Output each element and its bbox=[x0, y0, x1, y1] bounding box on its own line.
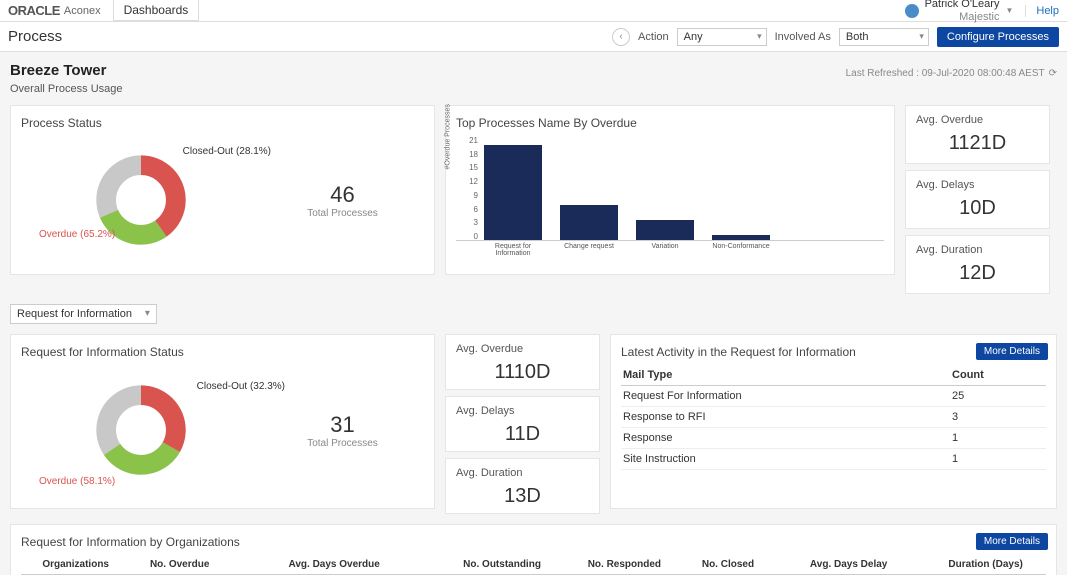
chevron-down-icon[interactable]: ▼ bbox=[1005, 6, 1013, 15]
panel-title: Process Status bbox=[21, 116, 424, 130]
col-duration: Duration (Days) bbox=[925, 555, 1046, 575]
bar-label: Change request bbox=[560, 243, 618, 257]
avg-value: 13D bbox=[456, 485, 589, 508]
last-refreshed: Last Refreshed : 09-Jul-2020 08:00:48 AE… bbox=[846, 68, 1057, 79]
avg-title: Avg. Delays bbox=[456, 405, 589, 417]
bar bbox=[636, 220, 694, 240]
cell-mail: Response to RFI bbox=[621, 407, 950, 428]
donut-overdue-label: Overdue (65.2%) bbox=[39, 229, 115, 240]
cell-count: 25 bbox=[950, 386, 1046, 407]
cell-count: 1 bbox=[950, 449, 1046, 470]
avg-delays-card: Avg. Delays 11D bbox=[445, 396, 600, 452]
filter-involved-label: Involved As bbox=[775, 31, 831, 43]
total-processes-value: 46 bbox=[261, 182, 424, 208]
avg-title: Avg. Overdue bbox=[456, 343, 589, 355]
bar bbox=[560, 205, 618, 240]
cell-count: 3 bbox=[950, 407, 1046, 428]
sub-header: Process ‹ Action Any Involved As Both Co… bbox=[0, 22, 1067, 52]
rfi-total-value: 31 bbox=[261, 412, 424, 438]
cell-count: 1 bbox=[950, 428, 1046, 449]
col-responded: No. Responded bbox=[565, 555, 684, 575]
filter-involved-select[interactable]: Both bbox=[839, 28, 929, 46]
panel-process-status: Process Status Closed-Out (28.1%) Overdu… bbox=[10, 105, 435, 275]
orgs-table: Organizations No. Overdue Avg. Days Over… bbox=[21, 555, 1046, 575]
refresh-icon[interactable]: ⟳ bbox=[1049, 68, 1057, 79]
avg-value: 12D bbox=[916, 262, 1039, 285]
bar-label: Request for Information bbox=[484, 243, 542, 257]
donut-closed-label: Closed-Out (32.3%) bbox=[197, 381, 285, 392]
more-details-button[interactable]: More Details bbox=[976, 533, 1048, 550]
content: Breeze Tower Last Refreshed : 09-Jul-202… bbox=[0, 52, 1067, 575]
page-title: Process bbox=[8, 28, 62, 45]
avg-title: Avg. Duration bbox=[456, 467, 589, 479]
panel-rfi-status: Request for Information Status Closed-Ou… bbox=[10, 334, 435, 509]
col-count: Count bbox=[950, 365, 1046, 386]
table-row: Site Instruction1 bbox=[621, 449, 1046, 470]
col-overdue: No. Overdue bbox=[130, 555, 229, 575]
bar bbox=[484, 145, 542, 240]
filter-action-select[interactable]: Any bbox=[677, 28, 767, 46]
filter-action-label: Action bbox=[638, 31, 669, 43]
activity-table: Mail Type Count Request For Information2… bbox=[621, 365, 1046, 470]
col-days-overdue: Avg. Days Overdue bbox=[229, 555, 439, 575]
panel-top-processes: Top Processes Name By Overdue #Overdue P… bbox=[445, 105, 895, 275]
project-name: Breeze Tower bbox=[10, 62, 106, 79]
avg-duration-card: Avg. Duration 12D bbox=[905, 235, 1050, 294]
process-type-select[interactable]: Request for Information bbox=[10, 304, 157, 324]
user-name: Patrick O'Leary bbox=[925, 0, 1000, 11]
y-axis-label: #Overdue Processes bbox=[445, 104, 452, 169]
avg-title: Avg. Duration bbox=[916, 244, 1039, 256]
avg-delays-card: Avg. Delays 10D bbox=[905, 170, 1050, 229]
panel-activity: Latest Activity in the Request for Infor… bbox=[610, 334, 1057, 509]
avatar[interactable] bbox=[905, 4, 919, 18]
col-org: Organizations bbox=[21, 555, 130, 575]
avg-value: 10D bbox=[916, 197, 1039, 220]
col-days-delay: Avg. Days Delay bbox=[772, 555, 925, 575]
panel-orgs: Request for Information by Organizations… bbox=[10, 524, 1057, 575]
panel-title: Request for Information Status bbox=[21, 345, 424, 359]
donut-overdue-label: Overdue (58.1%) bbox=[39, 476, 115, 487]
user-org: Majestic bbox=[959, 11, 999, 23]
avg-overdue-card: Avg. Overdue 1110D bbox=[445, 334, 600, 390]
app-header: ORACLE Aconex Dashboards Patrick O'Leary… bbox=[0, 0, 1067, 22]
panel-title: Request for Information by Organizations bbox=[21, 535, 1046, 549]
avg-title: Avg. Delays bbox=[916, 179, 1039, 191]
bar bbox=[712, 235, 770, 240]
bar-label: Non-Conformance bbox=[712, 243, 770, 257]
project-sub: Overall Process Usage bbox=[10, 83, 1057, 95]
cell-mail: Request For Information bbox=[621, 386, 950, 407]
col-mail: Mail Type bbox=[621, 365, 950, 386]
col-outstanding: No. Outstanding bbox=[439, 555, 565, 575]
donut-chart bbox=[95, 384, 187, 476]
donut-closed-label: Closed-Out (28.1%) bbox=[183, 146, 271, 157]
col-closed: No. Closed bbox=[684, 555, 772, 575]
avg-overdue-card: Avg. Overdue 1121D bbox=[905, 105, 1050, 164]
user-block[interactable]: Patrick O'Leary Majestic bbox=[925, 0, 1000, 23]
avg-value: 1110D bbox=[456, 361, 589, 384]
brand-logo: ORACLE bbox=[8, 3, 60, 18]
table-row: Response1 bbox=[621, 428, 1046, 449]
total-processes-label: Total Processes bbox=[261, 208, 424, 219]
brand-sub: Aconex bbox=[64, 5, 101, 17]
help-link[interactable]: Help bbox=[1025, 5, 1059, 17]
more-details-button[interactable]: More Details bbox=[976, 343, 1048, 360]
rfi-total-label: Total Processes bbox=[261, 438, 424, 449]
cell-mail: Site Instruction bbox=[621, 449, 950, 470]
back-icon[interactable]: ‹ bbox=[612, 28, 630, 46]
table-row: Response to RFI3 bbox=[621, 407, 1046, 428]
table-row: Request For Information25 bbox=[621, 386, 1046, 407]
configure-processes-button[interactable]: Configure Processes bbox=[937, 27, 1059, 47]
avg-duration-card: Avg. Duration 13D bbox=[445, 458, 600, 514]
cell-mail: Response bbox=[621, 428, 950, 449]
panel-title: Top Processes Name By Overdue bbox=[456, 116, 884, 130]
bar-label: Variation bbox=[636, 243, 694, 257]
bar-chart: 211815129630 bbox=[456, 136, 884, 241]
avg-title: Avg. Overdue bbox=[916, 114, 1039, 126]
avg-value: 11D bbox=[456, 423, 589, 446]
avg-value: 1121D bbox=[916, 132, 1039, 155]
tab-dashboards[interactable]: Dashboards bbox=[113, 0, 200, 21]
